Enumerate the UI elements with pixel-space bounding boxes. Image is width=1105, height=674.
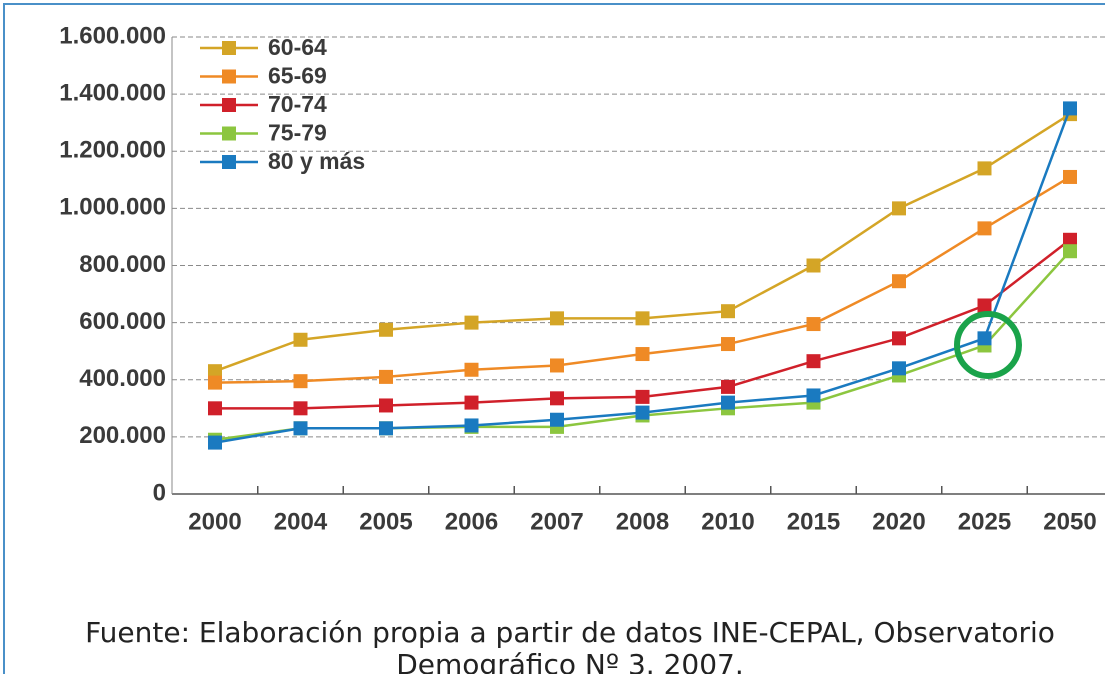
source-note: Fuente: Elaboración propia a partir de d…	[85, 616, 1055, 649]
data-point	[293, 332, 308, 347]
data-point	[977, 161, 992, 176]
legend-marker	[222, 98, 236, 112]
data-point	[464, 395, 479, 410]
legend-marker	[222, 126, 236, 141]
data-point	[721, 337, 735, 352]
legend-marker	[222, 155, 236, 169]
data-point	[635, 389, 650, 404]
data-point	[208, 364, 222, 379]
data-point	[806, 354, 821, 369]
y-tick-label: 1.400.000	[59, 79, 166, 106]
data-point	[977, 221, 992, 236]
data-point	[635, 405, 650, 420]
frame	[3, 3, 1105, 674]
data-point	[635, 347, 650, 362]
data-point	[635, 311, 650, 326]
data-point	[464, 315, 479, 330]
data-point	[550, 412, 564, 427]
data-point	[977, 331, 992, 346]
data-point	[550, 391, 564, 406]
series	[208, 101, 1077, 450]
data-point	[464, 362, 479, 377]
data-point	[1063, 101, 1077, 116]
legend-label: 65-69	[268, 63, 327, 89]
x-tick-label: 2007	[530, 508, 583, 535]
legend-label: 80 y más	[268, 148, 365, 174]
x-tick-label: 2005	[359, 508, 412, 535]
data-point	[379, 421, 393, 436]
data-point	[806, 388, 821, 403]
y-tick-label: 1.600.000	[59, 22, 166, 49]
x-tick-label: 2006	[445, 508, 498, 535]
data-point	[1063, 169, 1077, 184]
y-tick-label: 200.000	[79, 422, 166, 449]
data-point	[721, 395, 735, 410]
highlight-circle	[954, 311, 1022, 379]
data-point	[892, 274, 906, 289]
x-tick-label: 2025	[958, 508, 1011, 535]
y-tick-label: 1.200.000	[59, 137, 166, 164]
data-point	[293, 374, 308, 389]
y-tick-label: 600.000	[79, 308, 166, 335]
y-tick-label: 400.000	[79, 365, 166, 392]
data-point	[977, 298, 992, 313]
x-tick-label: 2050	[1043, 508, 1096, 535]
legend-marker	[222, 69, 236, 84]
data-point	[293, 401, 308, 416]
x-tick-label: 2000	[188, 508, 241, 535]
data-point	[721, 379, 735, 394]
data-point	[1063, 244, 1077, 259]
legend-marker	[222, 41, 236, 55]
x-tick-label: 2015	[787, 508, 840, 535]
legend-label: 60-64	[268, 34, 327, 60]
data-point	[379, 398, 393, 413]
x-tick-label: 2020	[872, 508, 925, 535]
legend-label: 70-74	[268, 91, 327, 117]
data-point	[208, 375, 222, 390]
data-point	[379, 369, 393, 384]
data-point	[892, 361, 906, 376]
data-point	[208, 401, 222, 416]
data-point	[208, 435, 222, 450]
x-tick-label: 2010	[701, 508, 754, 535]
x-tick-label: 2008	[616, 508, 669, 535]
data-point	[1063, 232, 1077, 247]
y-tick-label: 1.000.000	[59, 194, 166, 221]
x-tick-label: 2004	[274, 508, 328, 535]
axis: 0 200.000 400.000 600.000 800.000 1.000.000 1.…	[59, 22, 1105, 535]
y-tick-label: 800.000	[79, 251, 166, 278]
data-point	[379, 322, 393, 337]
data-point	[806, 258, 821, 273]
data-point	[721, 304, 735, 319]
source-note: Demográfico Nº 3. 2007.	[396, 648, 744, 674]
data-point	[550, 311, 564, 326]
data-point	[892, 331, 906, 346]
data-point	[293, 421, 308, 436]
legend-label: 75-79	[268, 120, 327, 146]
data-point	[806, 317, 821, 332]
data-point	[550, 358, 564, 373]
y-tick-label: 0	[153, 479, 166, 506]
data-point	[464, 418, 479, 433]
data-point	[892, 201, 906, 216]
